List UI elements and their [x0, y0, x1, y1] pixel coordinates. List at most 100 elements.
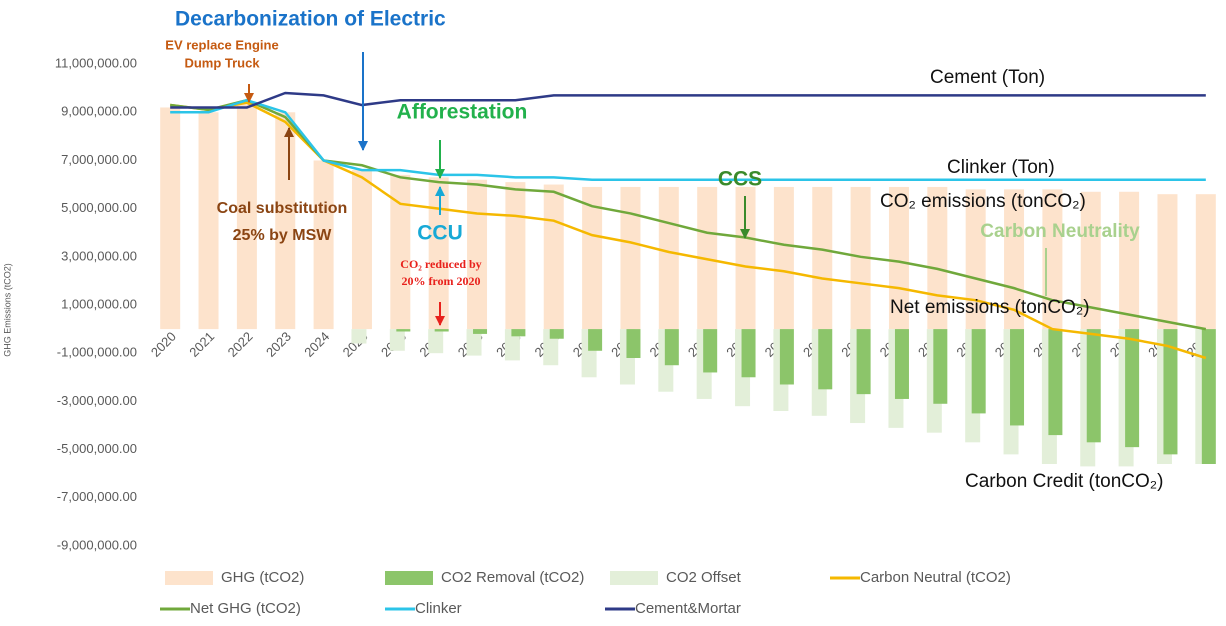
- bar: [351, 170, 372, 330]
- bar: [626, 329, 641, 358]
- bar: [236, 102, 257, 330]
- annotation: Carbon Credit (tonCO₂): [965, 471, 1164, 492]
- bar: [1080, 191, 1101, 330]
- line: [170, 91, 1206, 109]
- x-tick-label: 2021: [186, 329, 217, 360]
- bar: [428, 177, 449, 330]
- annotation: Cement (Ton): [930, 67, 1045, 88]
- bar: [1157, 194, 1178, 330]
- bar: [658, 186, 679, 330]
- legend-label: Net GHG (tCO2): [190, 600, 301, 617]
- bar: [505, 182, 526, 330]
- y-tick-label: 5,000,000.00: [61, 200, 137, 215]
- x-tick-label: 2020: [148, 329, 179, 360]
- bar: [428, 329, 444, 354]
- y-tick-label: 11,000,000.00: [55, 56, 137, 71]
- annotation: Carbon Neutrality: [980, 221, 1140, 242]
- bar: [511, 329, 526, 337]
- legend-label: CO2 Offset: [666, 569, 742, 586]
- legend-label: GHG (tCO2): [221, 569, 304, 586]
- bar: [888, 186, 909, 330]
- legend-label: Cement&Mortar: [635, 600, 741, 617]
- bar: [1048, 329, 1063, 436]
- annotation: Clinker (Ton): [947, 157, 1055, 178]
- annotation: CO₂ emissions (tonCO₂): [880, 191, 1086, 212]
- line: [170, 101, 1207, 360]
- bar: [313, 160, 334, 330]
- legend-label: CO2 Removal (tCO2): [441, 569, 584, 586]
- bar: [933, 329, 948, 404]
- bar: [965, 189, 986, 330]
- y-tick-label: -3,000,000.00: [57, 393, 137, 408]
- bar: [160, 107, 181, 330]
- bar: [582, 186, 603, 330]
- legend-swatch: [610, 571, 658, 585]
- bar: [549, 329, 564, 339]
- bar: [1119, 191, 1140, 330]
- annotation: Net emissions (tonCO₂): [890, 297, 1090, 318]
- bar: [1004, 189, 1025, 330]
- bar: [735, 186, 756, 330]
- bar: [1042, 189, 1063, 330]
- bar: [588, 329, 603, 351]
- y-tick-label: 1,000,000.00: [61, 296, 137, 311]
- bar: [1163, 329, 1178, 455]
- annotation: EV replace Engine: [165, 37, 278, 52]
- x-tick-label: 2024: [301, 329, 332, 360]
- bar: [818, 329, 833, 390]
- bar: [543, 184, 564, 330]
- bar: [389, 329, 405, 351]
- legend-label: Clinker: [415, 600, 462, 617]
- bar: [779, 329, 794, 385]
- bar: [198, 112, 219, 330]
- bar: [703, 329, 718, 373]
- bar: [467, 179, 488, 330]
- annotation: Decarbonization of Electric: [175, 8, 446, 31]
- bar: [620, 186, 641, 330]
- bar: [390, 174, 411, 330]
- legend-swatch: [165, 571, 213, 585]
- bar: [396, 329, 411, 332]
- bar: [466, 329, 482, 356]
- annotation: CCU: [417, 222, 463, 245]
- bar: [504, 329, 520, 361]
- bar: [1201, 329, 1216, 464]
- bar: [664, 329, 679, 366]
- x-tick-label: 2022: [225, 329, 256, 360]
- bar: [773, 186, 794, 330]
- y-axis-title: GHG Emissions (tCO2): [2, 263, 12, 357]
- y-tick-label: -9,000,000.00: [57, 537, 137, 552]
- bar: [1086, 329, 1101, 443]
- bar: [894, 329, 909, 399]
- bar: [1195, 194, 1216, 330]
- annotation: Afforestation: [397, 101, 528, 124]
- line: [170, 98, 1207, 331]
- annotation: Coal substitution: [217, 200, 348, 217]
- bar: [1010, 329, 1025, 426]
- legend-label: Carbon Neutral (tCO2): [860, 569, 1011, 586]
- annotation: 20% from 2020: [401, 274, 480, 288]
- bar: [812, 186, 833, 330]
- bar: [473, 329, 488, 334]
- bar: [275, 112, 296, 330]
- annotation: 25% by MSW: [233, 227, 333, 244]
- y-tick-label: 9,000,000.00: [61, 104, 137, 119]
- y-tick-label: -1,000,000.00: [57, 345, 137, 360]
- bar: [351, 329, 367, 344]
- bar: [434, 329, 449, 332]
- y-tick-label: 3,000,000.00: [61, 248, 137, 263]
- bar: [971, 329, 986, 414]
- annotation: CCS: [718, 168, 762, 191]
- y-tick-label: -5,000,000.00: [57, 441, 137, 456]
- bar: [856, 329, 871, 395]
- line: [170, 98, 1206, 181]
- y-tick-label: 7,000,000.00: [61, 152, 137, 167]
- annotation: CO₂ reduced by: [400, 257, 481, 271]
- x-tick-label: 2023: [263, 329, 294, 360]
- bar: [1125, 329, 1140, 448]
- annotation: Dump Truck: [184, 55, 260, 70]
- y-tick-label: -7,000,000.00: [57, 489, 137, 504]
- bar: [741, 329, 756, 378]
- legend-swatch: [385, 571, 433, 585]
